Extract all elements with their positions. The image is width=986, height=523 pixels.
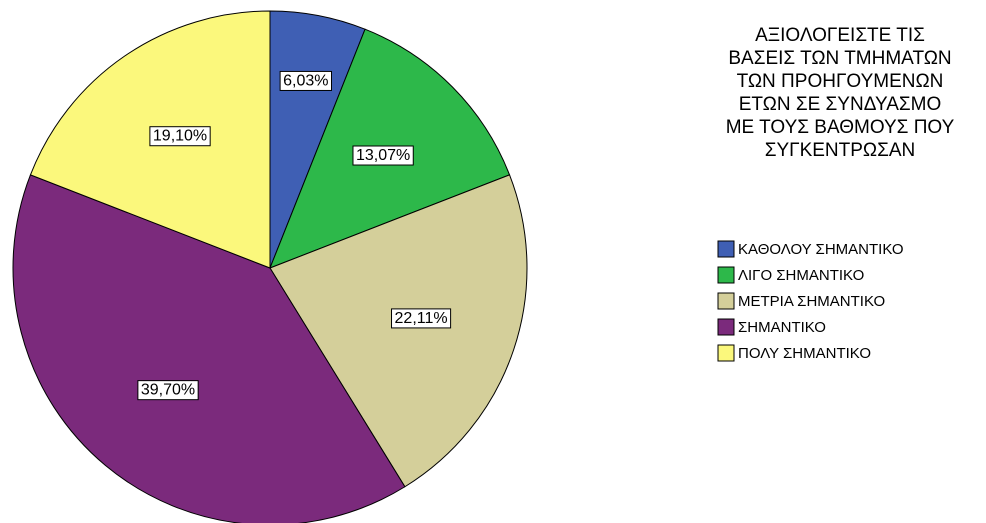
legend-title: ΑΞΙΟΛΟΓΕΙΣΤΕ ΤΙΣ ΒΑΣΕΙΣ ΤΩΝ ΤΜΗΜΑΤΩΝ ΤΩΝ…: [725, 25, 955, 161]
data-label-box: [279, 70, 332, 91]
legend-label: ΚΑΘΟΛΟΥ ΣΗΜΑΝΤΙΚΟ: [738, 241, 904, 258]
data-label: 39,70%: [137, 380, 199, 401]
legend-swatch: [717, 344, 735, 362]
data-label: 22,11%: [391, 308, 452, 329]
data-label-text: 19,10%: [153, 128, 207, 145]
pie-slice: [269, 174, 528, 488]
legend-swatch: [717, 240, 735, 258]
data-label-text: 6,03%: [283, 72, 328, 89]
legend-swatch: [717, 266, 735, 284]
data-label: 19,10%: [149, 126, 211, 147]
legend-label: ΜΕΤΡΙΑ ΣΗΜΑΝΤΙΚΟ: [738, 293, 885, 310]
data-label: 13,07%: [352, 145, 414, 166]
data-label-box: [149, 126, 211, 147]
legend-swatch: [717, 318, 735, 336]
legend-label: ΣΗΜΑΝΤΙΚΟ: [738, 319, 826, 336]
legend-label: ΛΙΓΟ ΣΗΜΑΝΤΙΚΟ: [738, 267, 864, 284]
data-label-box: [137, 380, 199, 401]
data-label-text: 22,11%: [395, 310, 448, 327]
data-label-box: [391, 308, 452, 329]
data-label-text: 13,07%: [356, 147, 410, 164]
data-label-text: 39,70%: [141, 382, 195, 399]
legend-swatch: [717, 292, 735, 310]
data-label: 6,03%: [279, 70, 332, 91]
legend-label: ΠΟΛΥ ΣΗΜΑΝΤΙΚΟ: [738, 345, 871, 362]
pie-slice: [12, 174, 406, 523]
data-label-box: [352, 145, 414, 166]
